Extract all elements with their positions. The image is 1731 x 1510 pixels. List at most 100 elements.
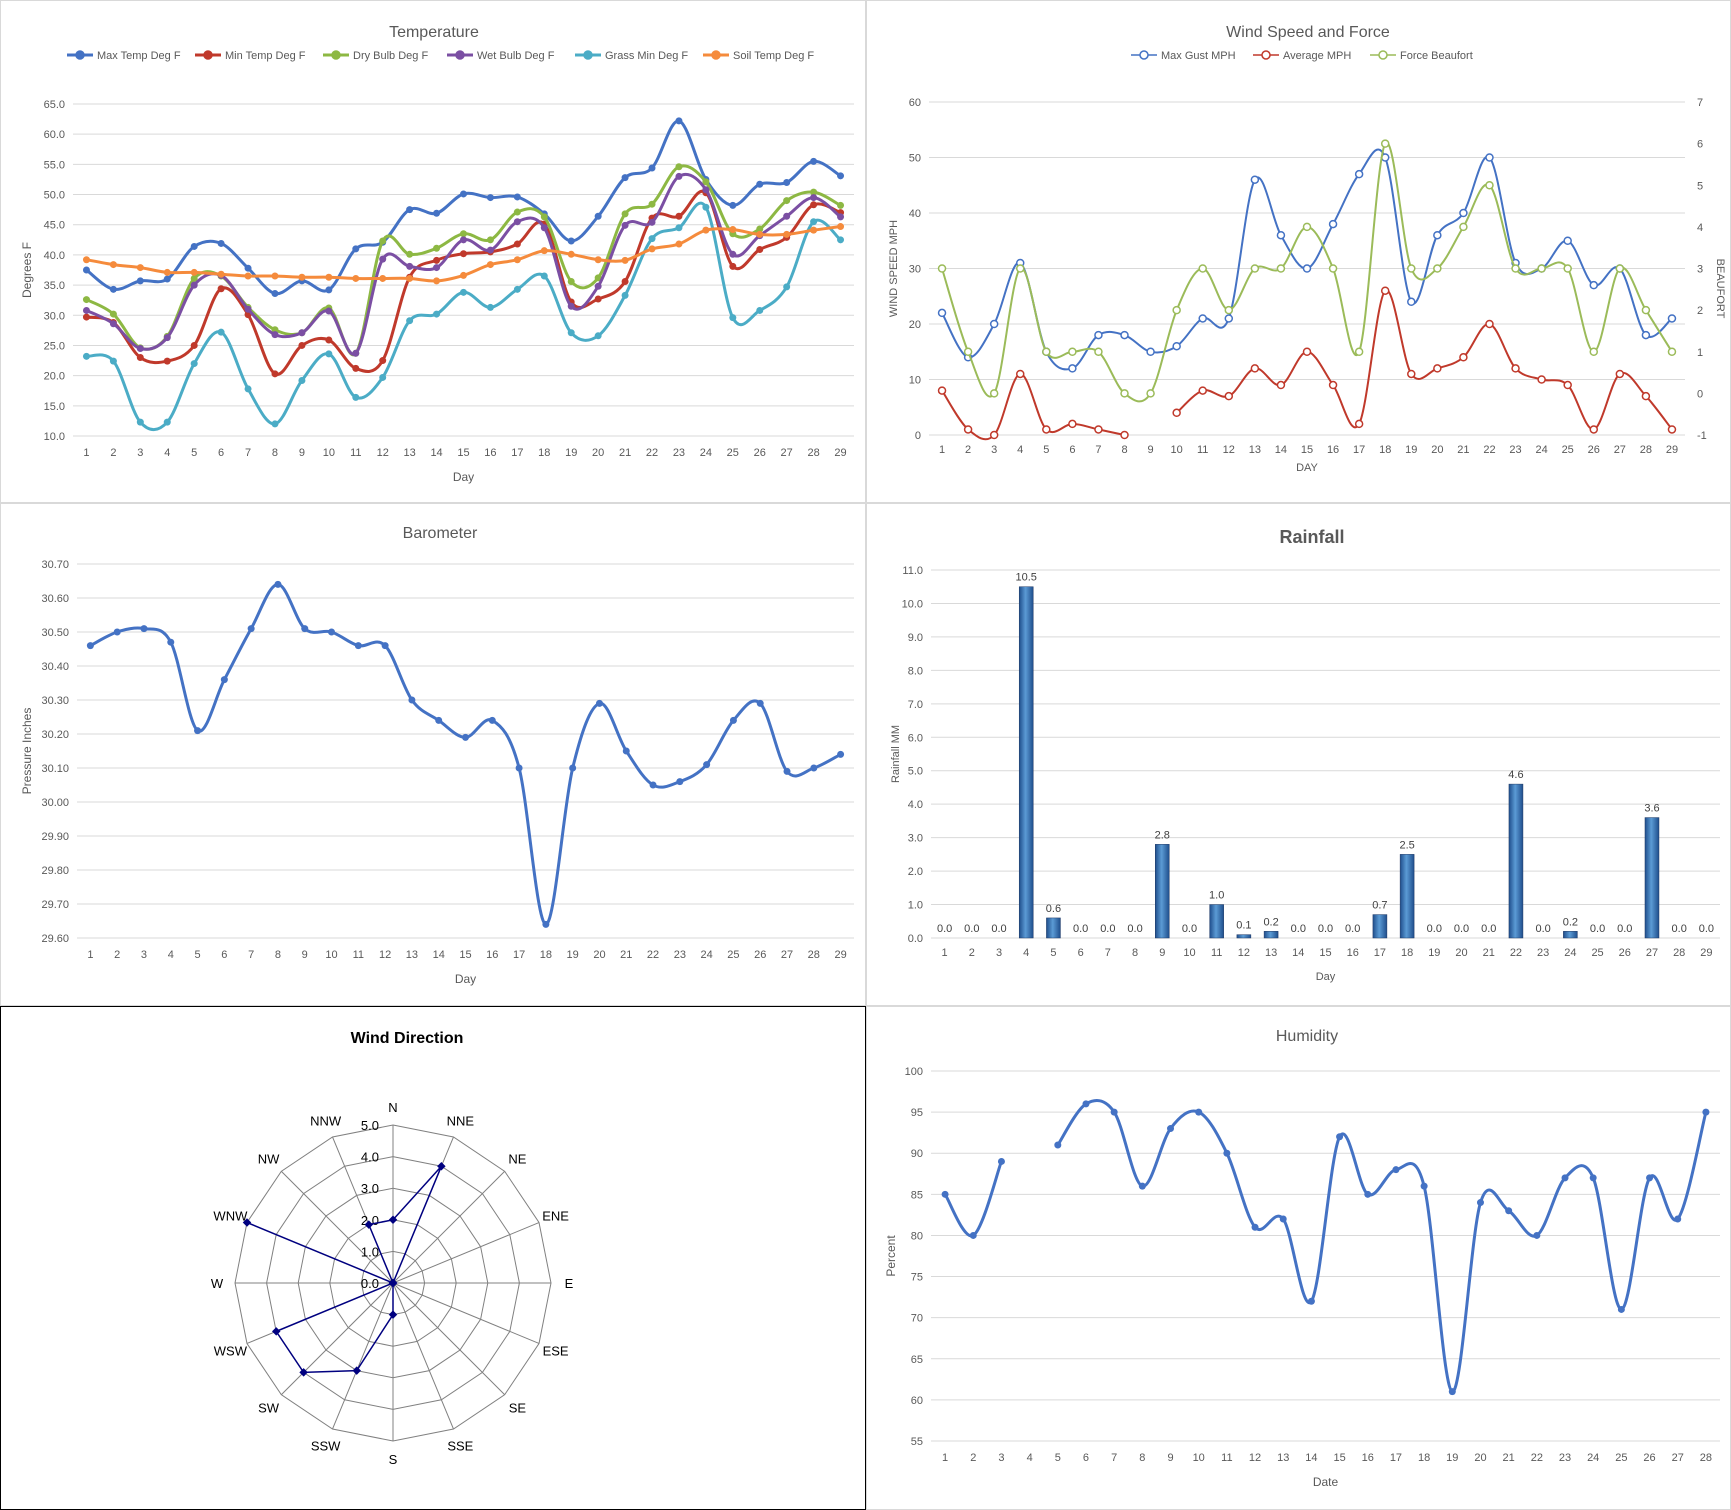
wind-speed-data-point — [1380, 286, 1390, 295]
humidity-y-axis-label: Percent — [884, 1235, 898, 1277]
wind-speed-data-point — [1433, 230, 1442, 240]
wind-speed-legend-marker — [1378, 50, 1388, 60]
humidity-data-point — [1646, 1174, 1654, 1182]
temperature-data-point — [513, 285, 521, 293]
humidity-x-tick-label: 28 — [1700, 1452, 1712, 1464]
wind-direction-title: Wind Direction — [351, 1030, 464, 1047]
wind-speed-data-point — [1172, 341, 1181, 351]
wind-speed-data-point — [1276, 380, 1286, 390]
temperature-x-tick-label: 11 — [350, 447, 361, 459]
wind-speed-data-point — [1563, 236, 1572, 245]
temperature-x-tick-label: 25 — [727, 447, 739, 459]
temperature-data-point — [406, 206, 414, 214]
temperature-data-point — [594, 274, 602, 282]
temperature-x-tick-label: 24 — [700, 447, 712, 459]
wind-speed-data-point — [1068, 347, 1077, 356]
temperature-data-point — [540, 272, 548, 280]
rainfall-x-tick-label: 19 — [1428, 947, 1440, 959]
temperature-legend-label: Max Temp Deg F — [97, 50, 181, 62]
temperature-data-point — [837, 172, 845, 180]
humidity-data-point — [1279, 1215, 1287, 1223]
wind-speed-y-tick-label: 10 — [909, 375, 921, 387]
wind-speed-data-point — [1015, 369, 1025, 379]
wind-speed-data-point — [1120, 330, 1129, 340]
temperature-legend-marker — [583, 50, 593, 60]
temperature-data-point — [756, 245, 764, 253]
humidity-x-tick-label: 14 — [1305, 1452, 1317, 1464]
wind-direction-series-line — [246, 1165, 443, 1374]
temperature-data-point — [271, 290, 279, 298]
wind-speed-data-point — [1328, 264, 1338, 273]
temperature-data-point — [190, 341, 198, 349]
temperature-data-point — [190, 242, 198, 250]
humidity-series-line — [943, 1160, 1003, 1237]
barometer-data-point — [488, 716, 496, 724]
temperature-x-tick-label: 6 — [218, 447, 224, 459]
barometer-x-tick-label: 21 — [620, 949, 632, 961]
rainfall-data-label: 4.6 — [1508, 769, 1523, 781]
temperature-data-point — [810, 157, 818, 165]
humidity-x-tick-label: 4 — [1027, 1452, 1033, 1464]
temperature-y-axis-label: Degrees F — [20, 242, 34, 298]
temperature-data-point — [406, 262, 414, 270]
wind-speed-y2-tick-label: 6 — [1697, 139, 1703, 151]
rainfall-x-tick-label: 29 — [1700, 947, 1712, 959]
temperature-data-point — [352, 393, 360, 401]
humidity-data-point — [1505, 1207, 1513, 1215]
wind-direction-label: SSW — [311, 1439, 341, 1454]
wind-speed-data-point — [1094, 347, 1103, 356]
temperature-data-point — [352, 274, 360, 282]
rainfall-x-tick-label: 2 — [969, 947, 975, 959]
barometer-x-tick-label: 29 — [834, 949, 846, 961]
temperature-data-point — [136, 264, 144, 272]
temperature-x-axis-label: Day — [453, 470, 474, 484]
rainfall-x-tick-label: 22 — [1510, 947, 1522, 959]
barometer-x-tick-label: 16 — [486, 949, 498, 961]
wind-speed-data-point — [1459, 353, 1468, 362]
wind-speed-x-tick-label: 17 — [1353, 444, 1365, 456]
temperature-data-point — [837, 223, 845, 231]
wind-direction-label: W — [211, 1276, 224, 1291]
wind-speed-x-tick-label: 22 — [1483, 444, 1495, 456]
temperature-data-point — [513, 256, 521, 264]
humidity-data-point — [1533, 1231, 1541, 1239]
barometer-x-tick-label: 24 — [701, 949, 713, 961]
temperature-legend-marker — [331, 50, 341, 60]
wind-speed-y2-tick-label: 3 — [1697, 264, 1703, 276]
temperature-data-point — [433, 209, 441, 217]
wind-speed-chart: Wind Speed and Force0102030405060-101234… — [888, 24, 1726, 474]
wind-speed-legend-label: Average MPH — [1283, 50, 1351, 62]
rainfall-x-tick-label: 13 — [1265, 947, 1277, 959]
temperature-legend-label: Grass Min Deg F — [605, 50, 688, 62]
wind-speed-y-axis-label: WIND SPEED MPH — [888, 220, 900, 317]
wind-direction-spoke — [392, 1282, 454, 1430]
wind-speed-data-point — [1641, 391, 1651, 401]
wind-direction-data-point — [388, 1278, 398, 1288]
temperature-data-point — [837, 213, 845, 221]
barometer-data-point — [542, 920, 550, 928]
wind-speed-data-point — [1433, 264, 1442, 273]
humidity-y-tick-label: 70 — [911, 1313, 923, 1325]
rainfall-data-label: 0.0 — [1590, 923, 1605, 935]
wind-speed-data-point — [1485, 319, 1494, 329]
wind-direction-r-tick-label: 5.0 — [361, 1118, 379, 1133]
temperature-series-line — [85, 119, 842, 296]
temperature-y-tick-label: 25.0 — [44, 340, 65, 352]
barometer-y-tick-label: 30.60 — [41, 593, 69, 605]
humidity-data-point — [1448, 1388, 1456, 1396]
barometer-y-tick-label: 29.60 — [41, 933, 69, 945]
temperature-data-point — [82, 266, 90, 274]
rainfall-x-tick-label: 1 — [942, 947, 948, 959]
temperature-data-point — [783, 212, 791, 220]
wind-speed-x-tick-label: 5 — [1043, 444, 1049, 456]
wind-direction-chart: Wind Direction N NNE NE ENE E ESE SE SSE S SSW SW WS… — [211, 1030, 574, 1467]
humidity-data-point — [1195, 1108, 1203, 1116]
wind-speed-y2-tick-label: 0 — [1697, 388, 1703, 400]
wind-speed-data-point — [1667, 314, 1677, 323]
temperature-chart-panel: Temperature 10.0 15.0 20.0 25.0 30.0 35.0 40.0 4… — [0, 0, 866, 503]
wind-direction-spoke — [392, 1170, 506, 1284]
rainfall-y-tick-label: 2.0 — [908, 866, 923, 878]
temperature-data-point — [325, 286, 333, 294]
temperature-legend-marker — [75, 50, 85, 60]
temperature-data-point — [379, 255, 387, 263]
